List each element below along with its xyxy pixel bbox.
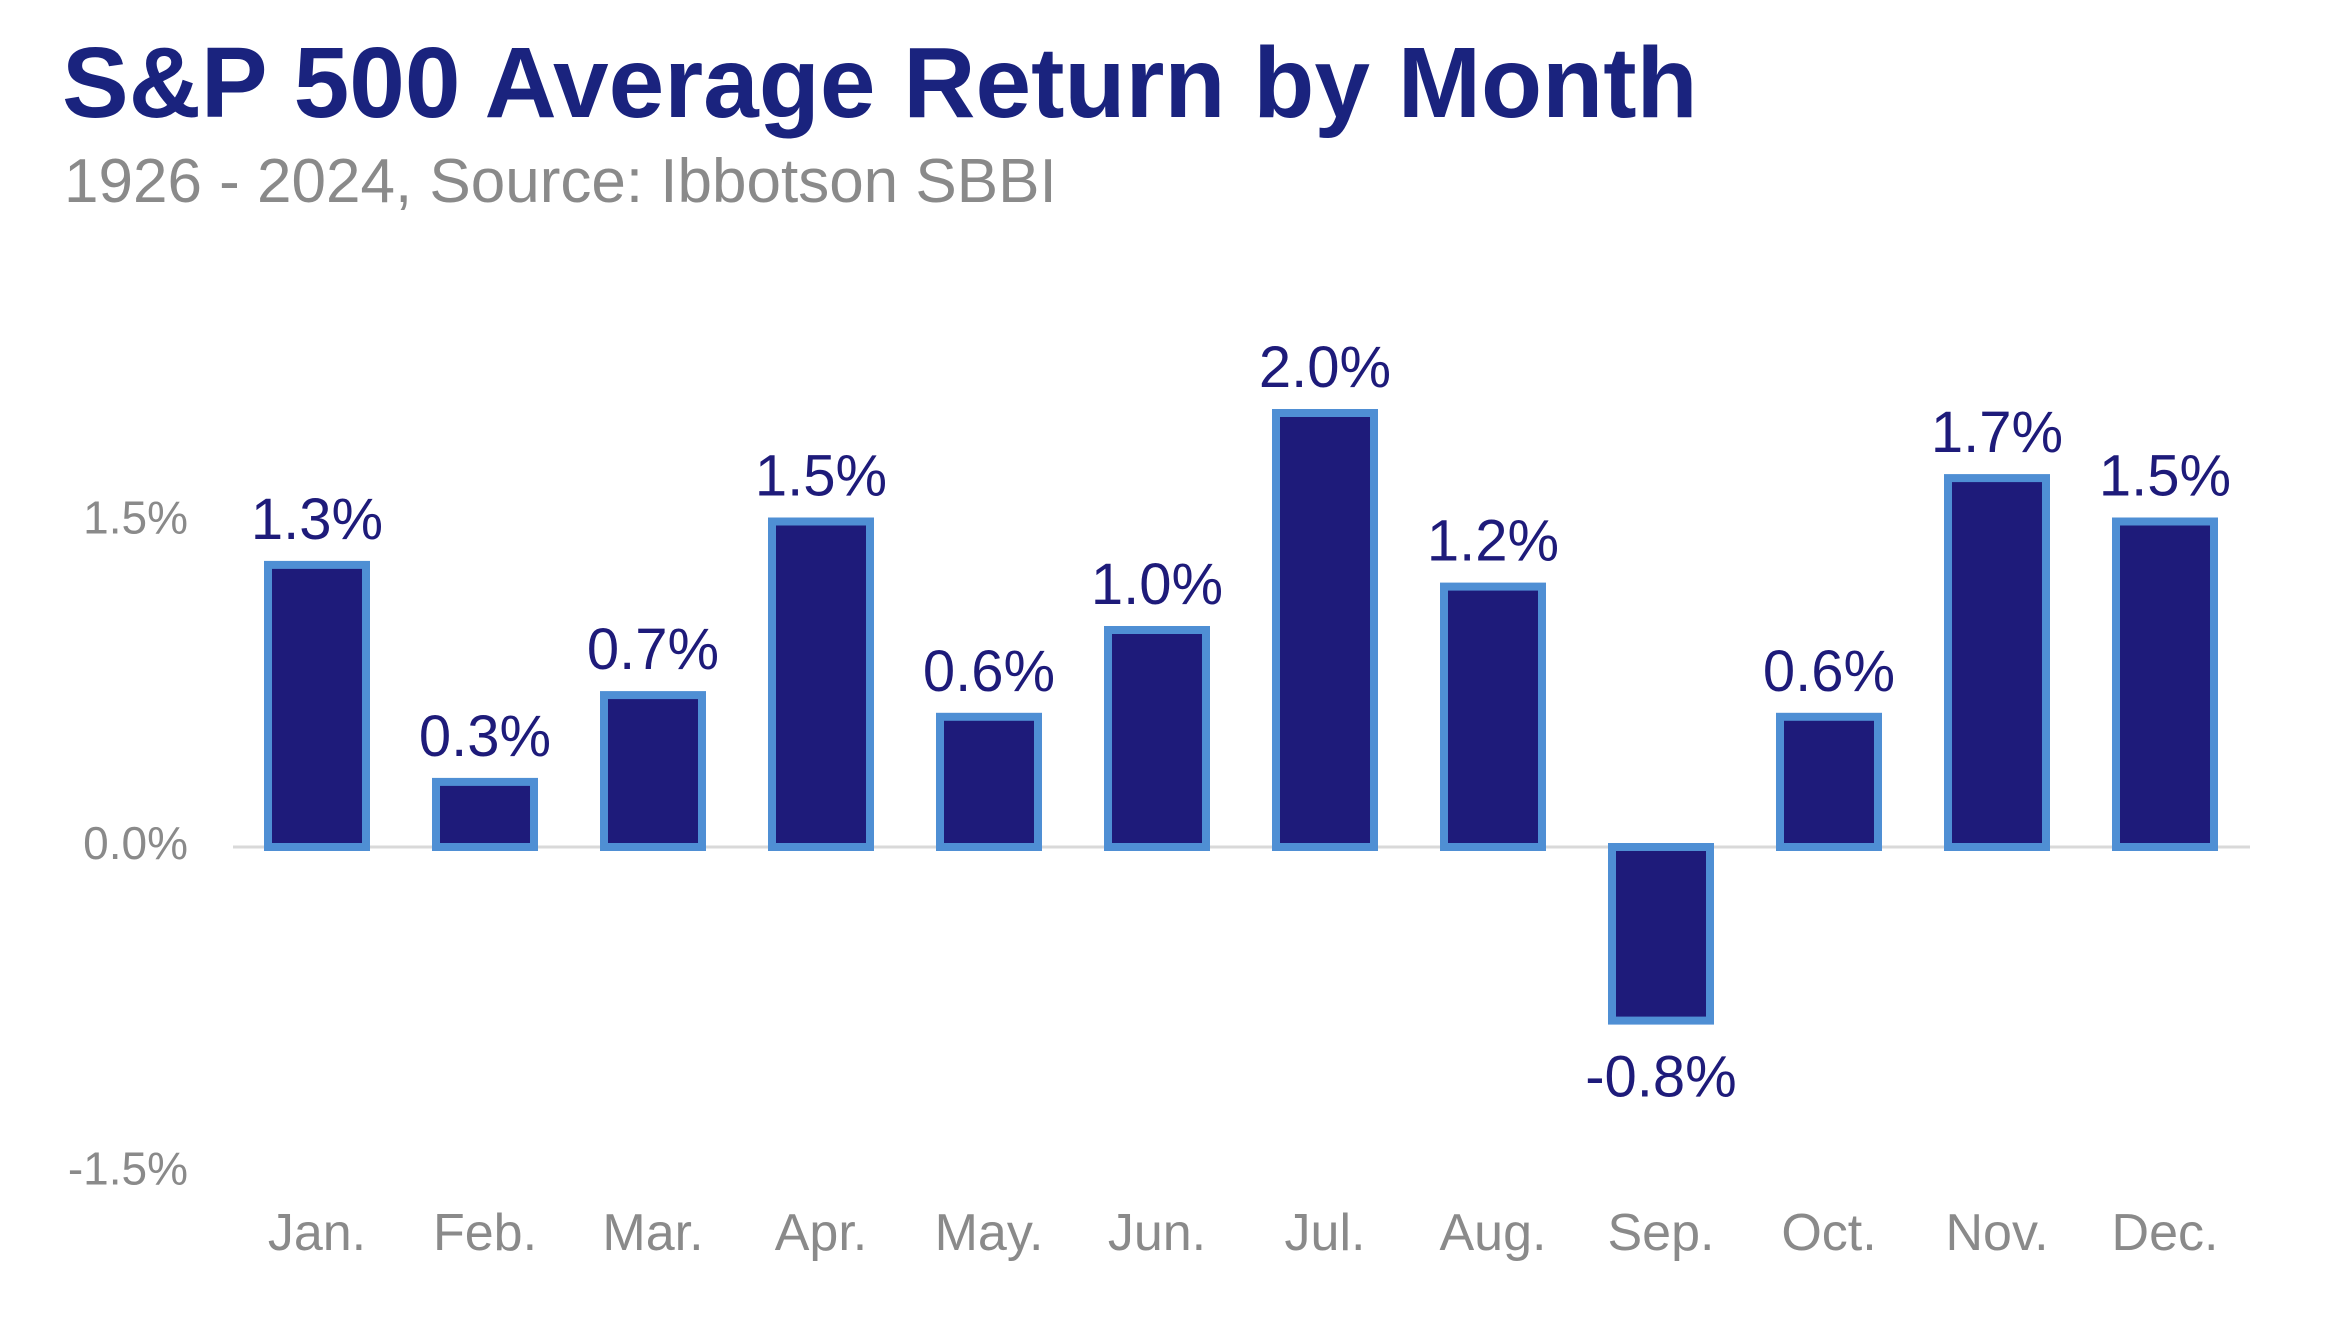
bar (2112, 517, 2218, 851)
x-tick-label: Dec. (2112, 1204, 2219, 1262)
bar (1104, 626, 1210, 851)
data-label: 0.6% (1763, 639, 1895, 704)
bar (1272, 409, 1378, 851)
x-tick-label: Nov. (1945, 1204, 2048, 1262)
bar (600, 691, 706, 851)
data-label: 1.7% (1931, 400, 2063, 465)
data-label: -0.8% (1585, 1045, 1737, 1110)
bar (1776, 712, 1882, 851)
y-tick-label: 0.0% (83, 817, 188, 869)
y-tick-label: -1.5% (68, 1143, 188, 1195)
data-label: 1.2% (1427, 509, 1559, 574)
y-tick-label: 1.5% (83, 492, 188, 544)
x-tick-label: Mar. (602, 1204, 703, 1262)
data-label: 0.3% (419, 704, 551, 769)
data-label: 2.0% (1259, 335, 1391, 400)
x-tick-label: Jun. (1108, 1204, 1206, 1262)
bar (432, 777, 538, 852)
chart-title: S&P 500 Average Return by Month (62, 27, 1698, 139)
bar (1440, 582, 1546, 851)
x-tick-label: Oct. (1781, 1204, 1876, 1262)
x-tick-label: Apr. (775, 1204, 868, 1262)
bar (768, 517, 874, 851)
bar (1944, 474, 2050, 851)
x-tick-label: Jul. (1285, 1204, 1366, 1262)
data-label: 1.5% (2099, 444, 2231, 509)
x-tick-label: May. (935, 1204, 1044, 1262)
x-tick-label: Sep. (1608, 1204, 1715, 1262)
chart-subtitle: 1926 - 2024, Source: Ibbotson SBBI (64, 147, 1057, 216)
data-label: 0.7% (587, 617, 719, 682)
data-label: 1.3% (251, 487, 383, 552)
data-label: 0.6% (923, 639, 1055, 704)
data-label: 1.0% (1091, 552, 1223, 617)
bar (1608, 843, 1714, 1025)
data-label: 1.5% (755, 444, 887, 509)
x-tick-label: Aug. (1440, 1204, 1547, 1262)
x-tick-label: Feb. (433, 1204, 537, 1262)
bar (264, 560, 370, 852)
bar (936, 712, 1042, 851)
x-tick-label: Jan. (268, 1204, 366, 1262)
